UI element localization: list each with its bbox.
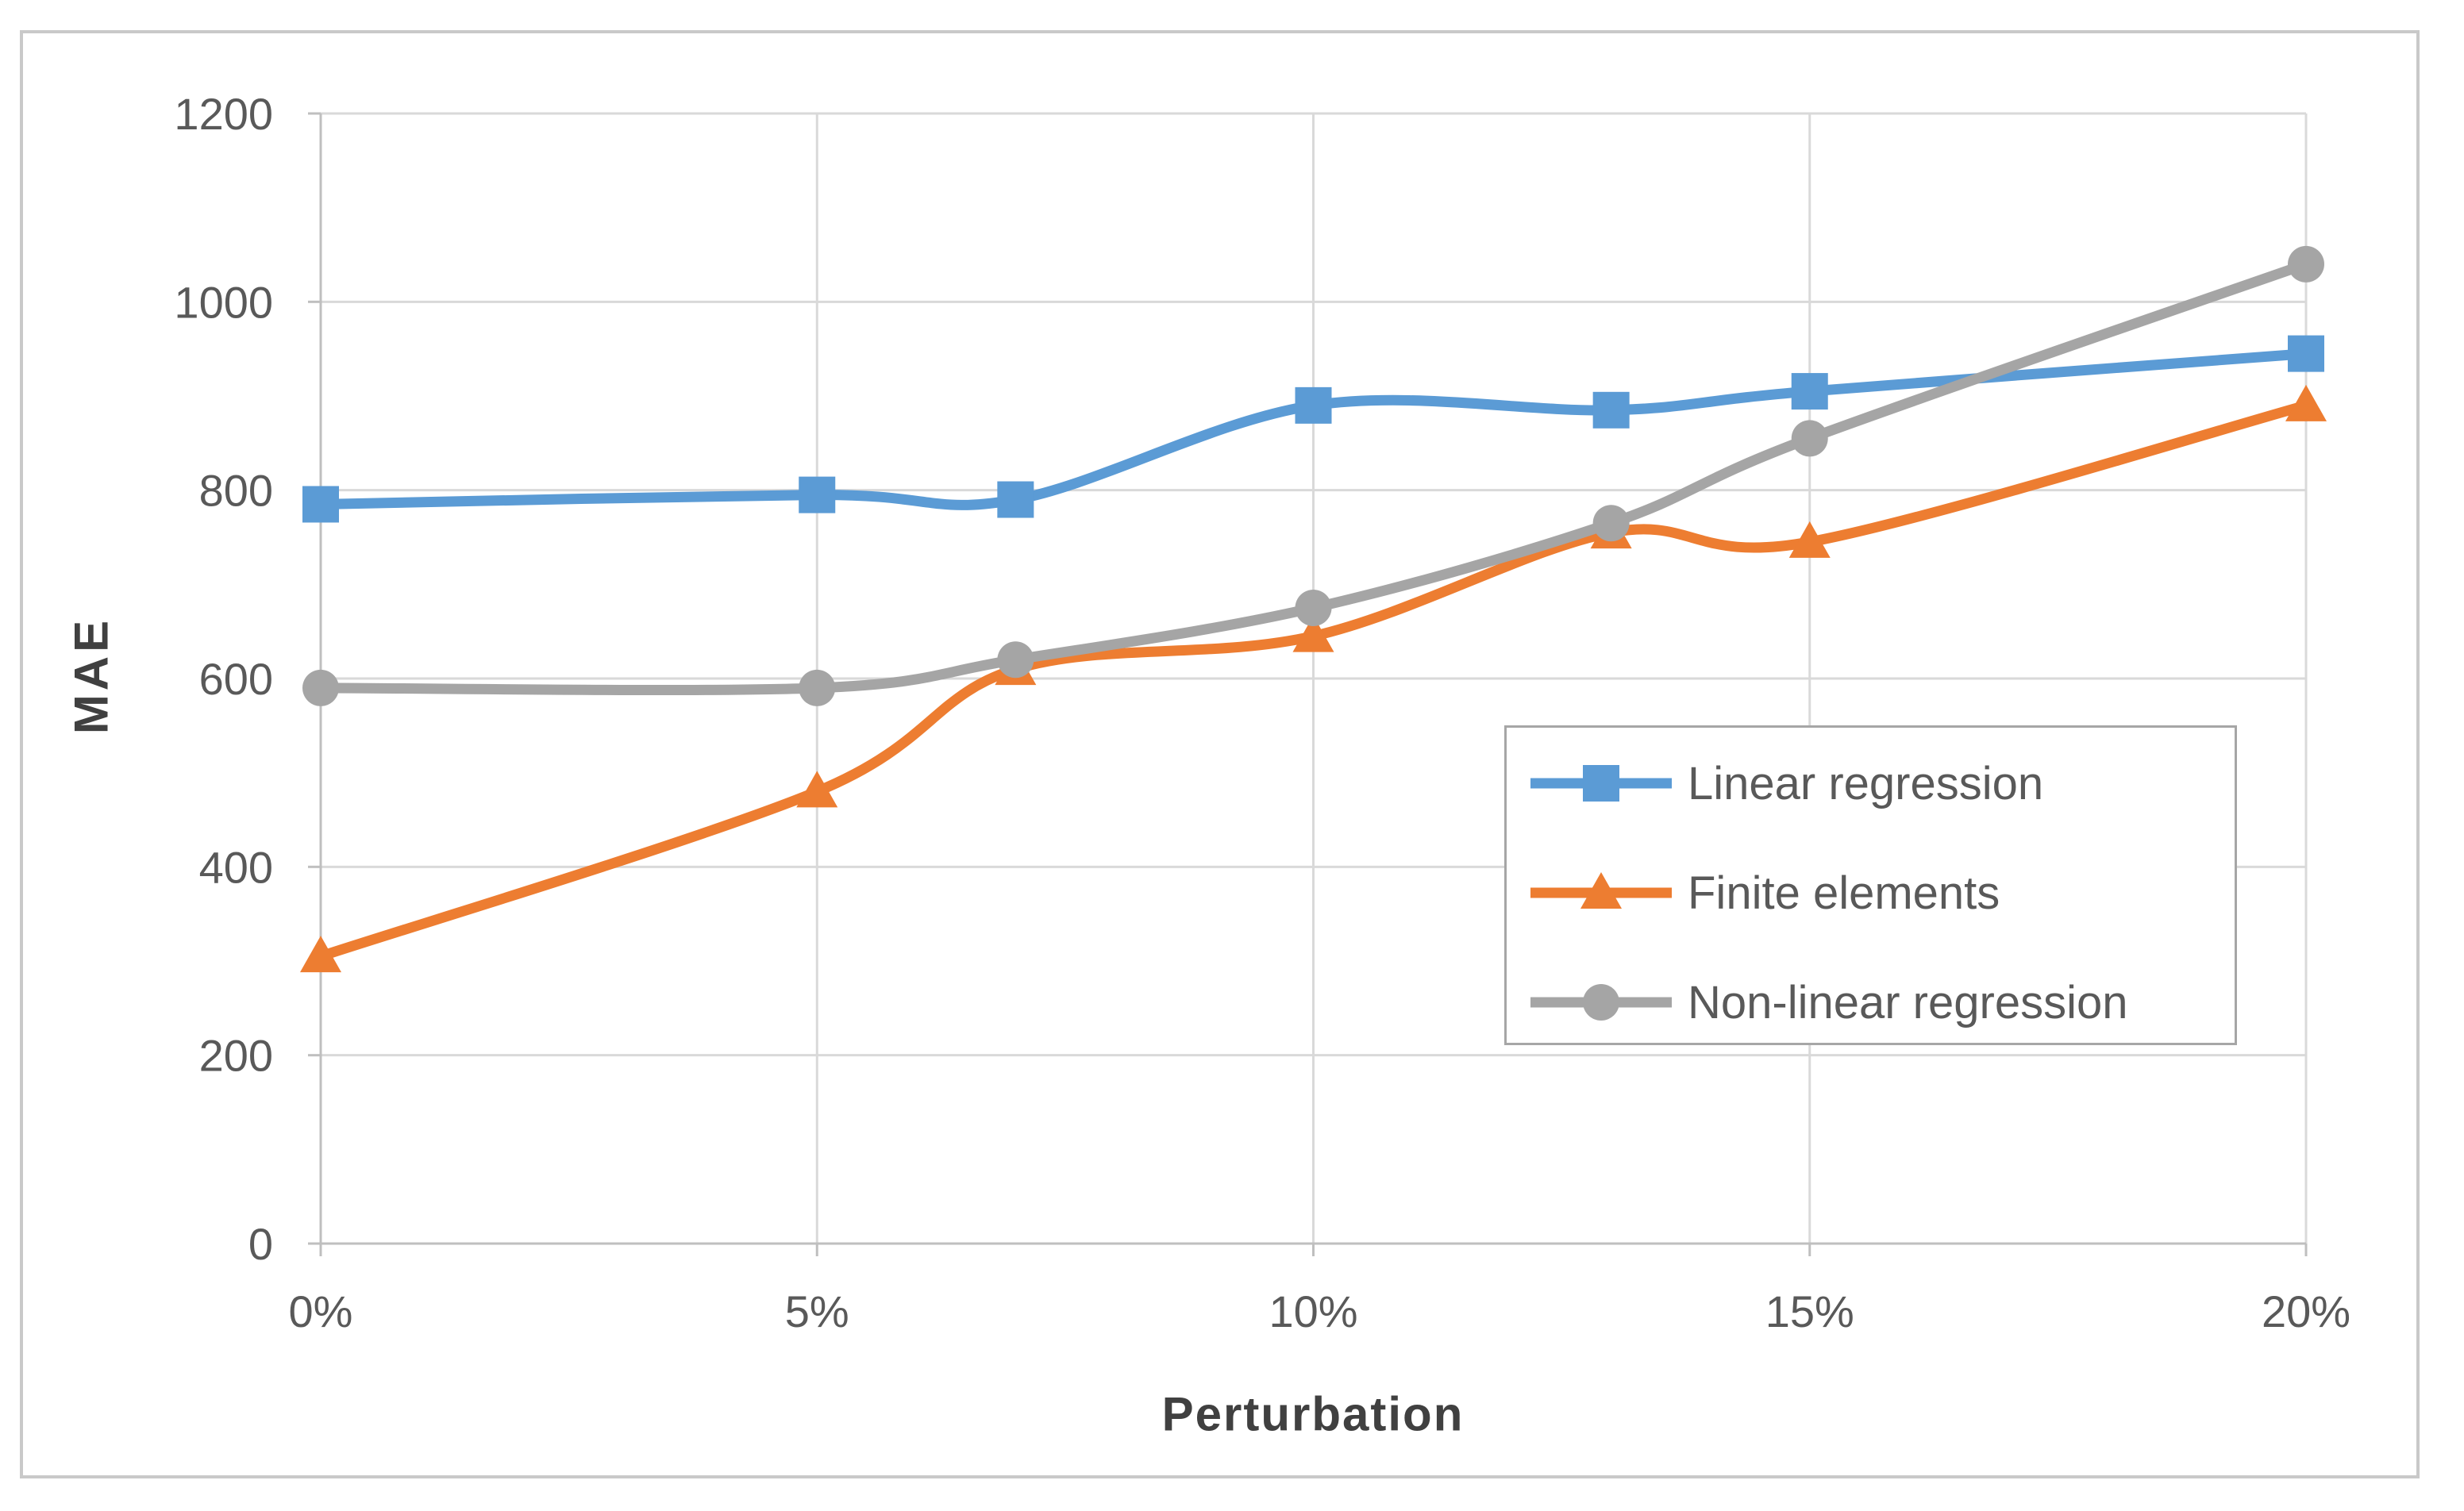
y-tick-label: 1000 xyxy=(174,277,273,327)
x-tick-label: 5% xyxy=(785,1286,849,1336)
series-marker-circle xyxy=(2288,245,2324,283)
y-tick-label: 800 xyxy=(199,466,273,516)
series-marker-circle xyxy=(1592,505,1630,542)
legend-swatch-circle xyxy=(1530,984,1672,1021)
series-marker-triangle xyxy=(1788,521,1831,558)
series-marker-circle xyxy=(302,669,339,706)
series-marker-triangle xyxy=(796,771,838,808)
series-marker-square xyxy=(302,486,339,523)
legend: Linear regression Finite elements Non-line… xyxy=(1504,725,2237,1045)
series-marker-square xyxy=(799,476,836,513)
legend-label: Non-linear regression xyxy=(1688,976,2128,1028)
legend-item: Linear regression xyxy=(1526,745,2043,821)
y-tick-label: 400 xyxy=(199,842,273,892)
series-marker-triangle xyxy=(2285,384,2327,421)
x-tick-label: 20% xyxy=(2262,1286,2350,1336)
legend-label: Linear regression xyxy=(1688,757,2044,809)
y-tick-label: 600 xyxy=(199,654,273,704)
y-tick-label: 0 xyxy=(248,1219,273,1269)
series-marker-circle xyxy=(997,641,1034,679)
x-tick-label: 0% xyxy=(289,1286,353,1336)
x-tick-label: 15% xyxy=(1765,1286,1854,1336)
legend-item: Finite elements xyxy=(1526,855,2000,931)
series-marker-circle xyxy=(1791,420,1828,457)
legend-swatch-square xyxy=(1530,765,1672,802)
legend-swatch-triangle xyxy=(1530,872,1672,909)
series-marker-triangle xyxy=(300,936,341,973)
legend-item: Non-linear regression xyxy=(1526,964,2127,1040)
series-marker-circle xyxy=(799,669,836,706)
legend-label: Finite elements xyxy=(1688,867,2000,919)
series-marker-square xyxy=(1295,386,1332,424)
series-marker-square xyxy=(1592,391,1630,429)
y-axis-title: MAE xyxy=(64,616,118,735)
series-marker-square xyxy=(1791,373,1828,410)
y-tick-label: 200 xyxy=(199,1031,273,1081)
series-marker-square xyxy=(2288,335,2324,372)
x-tick-label: 10% xyxy=(1269,1286,1357,1336)
series-marker-circle xyxy=(1295,590,1332,626)
y-tick-label: 1200 xyxy=(174,89,273,139)
series-marker-square xyxy=(997,481,1034,518)
series-marker-triangle xyxy=(1292,615,1334,652)
x-axis-title: Perturbation xyxy=(1161,1387,1465,1441)
